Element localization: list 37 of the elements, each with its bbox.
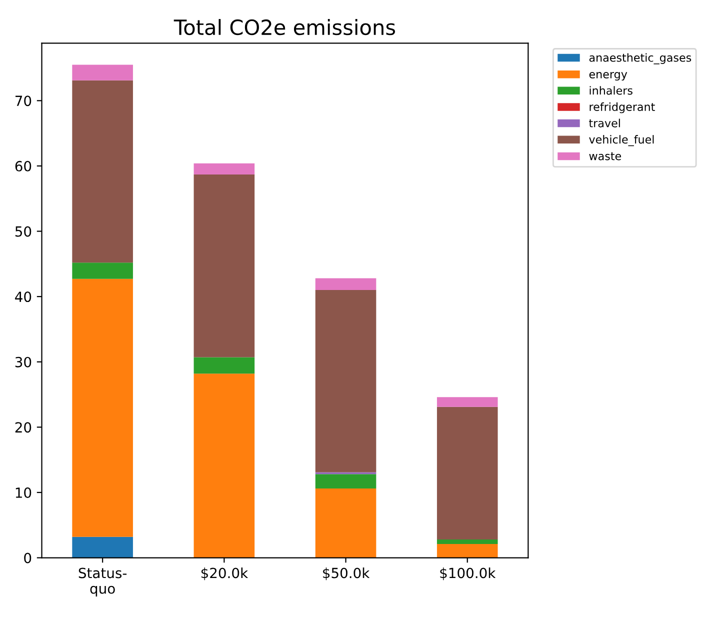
bar (72, 80, 133, 263)
x-tick-label: $50.0k (323, 567, 370, 580)
bar (436, 544, 498, 558)
bar (315, 488, 376, 558)
legend-label: refridgerant (590, 102, 655, 114)
bar (315, 474, 376, 489)
y-tick-label: 60 (15, 160, 32, 172)
y-tick-label: 0 (24, 552, 32, 564)
bar (72, 536, 133, 558)
legend-label: waste (589, 152, 622, 160)
y-tick-label: 70 (16, 96, 32, 106)
x-tick-label: Status- quo (78, 568, 127, 596)
y-tick-label: 30 (15, 356, 32, 368)
legend-label: energy (589, 72, 628, 81)
bar (72, 278, 133, 537)
bar (194, 163, 255, 174)
x-tick-label: $100.0k (440, 567, 496, 580)
legend-label: vehicle_fuel (589, 135, 654, 146)
bar (72, 262, 133, 279)
bar (194, 357, 255, 374)
bar (315, 278, 376, 290)
legend-label: anaesthetic_gases (589, 53, 692, 64)
bar (72, 64, 133, 80)
y-tick-label: 10 (16, 487, 32, 498)
bar (315, 290, 376, 472)
legend-label: inhalers (590, 86, 632, 95)
bar (194, 374, 255, 558)
bar (436, 406, 498, 540)
y-tick-label: 50 (15, 226, 32, 237)
bar (436, 539, 498, 544)
chart-title: Total CO2e emissions (174, 19, 396, 36)
legend-label: travel (589, 118, 620, 128)
x-tick-label: $20.0k (201, 567, 248, 580)
y-tick-label: 40 (15, 292, 32, 302)
bar (436, 397, 498, 407)
y-tick-label: 20 (15, 422, 32, 433)
bar (194, 174, 255, 358)
